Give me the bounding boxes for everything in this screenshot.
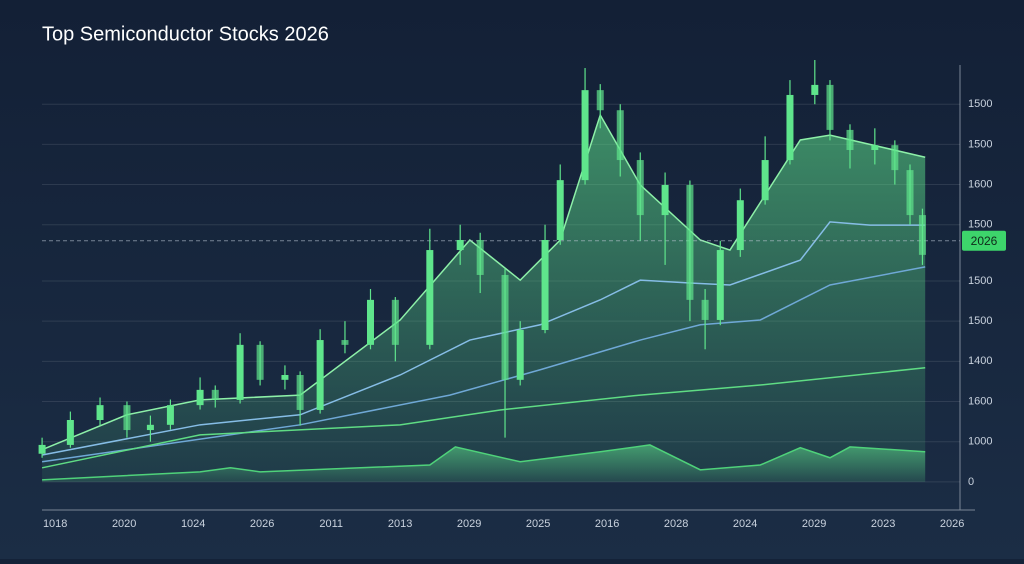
candle-body [871,145,879,150]
x-tick-label: 2026 [250,518,274,530]
candle-body [786,94,794,161]
y-tick-label: 1400 [968,355,992,367]
x-tick-label: 2026 [940,518,964,530]
y-tick-label: 1000 [968,436,992,448]
current-badge [962,230,1006,251]
candle-body [281,375,289,380]
y-tick-label: 1500 [968,275,992,287]
candle-body [516,330,524,380]
y-tick-label: 1500 [968,138,992,150]
x-tick-label: 2025 [526,518,550,530]
candle-body [811,84,819,95]
x-tick-label: 2024 [733,518,757,530]
candle-body [701,299,709,320]
candle-body [541,240,549,330]
candle-body [341,340,349,345]
line-area [42,444,926,482]
candle-body [476,240,484,275]
candle-body [38,444,46,454]
x-tick-label: 2029 [457,518,481,530]
candle-body [211,389,219,400]
y-tick-label: 1500 [968,98,992,110]
candle-body [716,250,724,320]
current-label: 2026 [971,234,998,248]
candle-body [556,180,564,240]
candle-body [596,90,604,111]
candle-body [736,200,744,251]
candle-body [426,250,434,345]
candle-body [918,215,926,255]
y-tick-label: 1600 [968,178,992,190]
y-tick-label: 0 [968,476,974,488]
candle-body [761,160,769,201]
x-tick-label: 2029 [802,518,826,530]
candle-body [906,170,914,216]
chart-title: Top Semiconductor Stocks 2026 [42,23,329,45]
candle-body [123,405,131,431]
x-tick-label: 1024 [181,518,205,530]
x-tick-label: 2016 [595,518,619,530]
candle-body [196,389,204,406]
candle-body [96,405,104,420]
average-line [41,367,926,469]
candle-body [686,184,694,300]
x-tick-label: 2020 [112,518,136,530]
candle-body [581,90,589,181]
candle-body [236,344,244,400]
candle-body [391,299,399,345]
candle-body [366,299,374,345]
x-tick-label: 2023 [871,518,895,530]
candle-body [661,184,669,216]
x-tick-label: 2011 [319,518,343,530]
candle-body [256,344,264,380]
candle-body [891,145,899,171]
candle-body [501,274,509,380]
candle-body [826,84,834,130]
candle-body [296,375,304,410]
candle-body [456,240,464,251]
candle-body [316,340,324,410]
candle-body [146,424,154,431]
candle-body [636,160,644,216]
x-tick-label: 2028 [664,518,688,530]
average-line [42,444,926,481]
candle-body [166,405,174,425]
y-tick-label: 1500 [968,219,992,231]
candle-body [66,420,74,445]
y-tick-label: 1500 [968,315,992,327]
candle-body [846,129,854,150]
candle-body [616,110,624,161]
x-tick-label: 2013 [388,518,412,530]
average-line [41,266,926,463]
y-tick-label: 1600 [968,395,992,407]
x-tick-label: 1018 [43,518,67,530]
